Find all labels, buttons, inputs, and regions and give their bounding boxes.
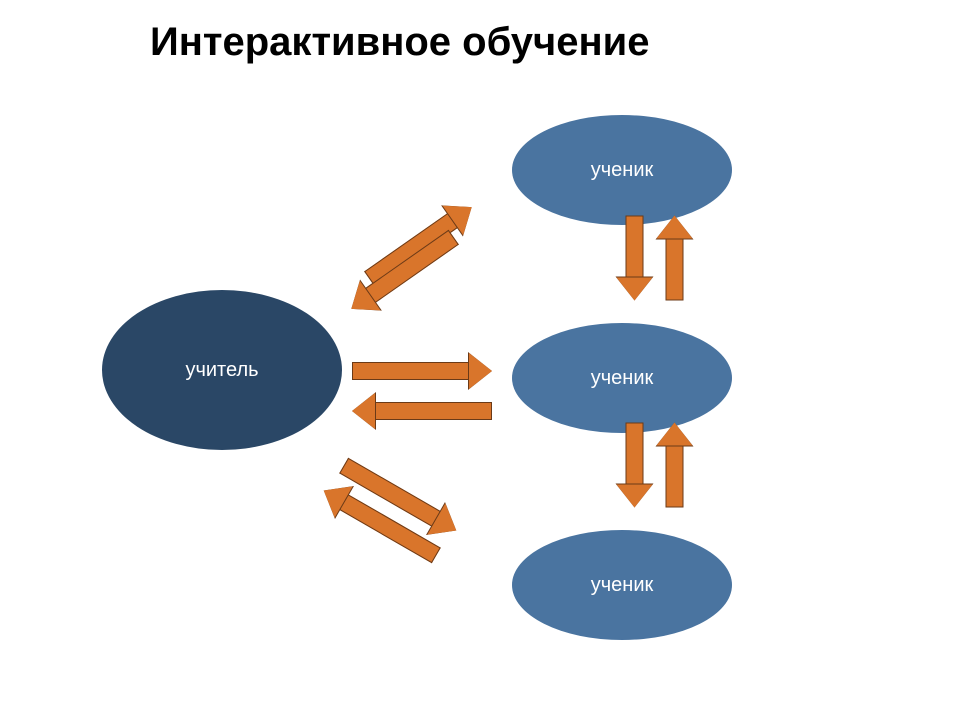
node-label: ученик xyxy=(591,574,654,597)
node-teacher: учитель xyxy=(102,290,342,450)
node-student3: ученик xyxy=(512,530,732,640)
arrow-head-icon xyxy=(657,423,693,446)
arrow-shaft xyxy=(375,402,492,420)
arrow-shaft xyxy=(626,216,644,278)
node-label: учитель xyxy=(185,359,258,382)
arrow-t-s2-b xyxy=(352,393,492,429)
node-label: ученик xyxy=(591,367,654,390)
arrow-shaft xyxy=(626,423,644,485)
arrow-head-icon xyxy=(617,484,653,507)
node-student2: ученик xyxy=(512,323,732,433)
arrow-s1-s2-b xyxy=(657,216,693,301)
node-student1: ученик xyxy=(512,115,732,225)
node-label: ученик xyxy=(591,159,654,182)
arrow-head-icon xyxy=(469,353,492,389)
arrow-head-icon xyxy=(352,393,375,429)
arrow-head-icon xyxy=(657,216,693,239)
arrow-shaft xyxy=(666,446,684,508)
diagram-canvas: Интерактивное обучение учитель ученик учен… xyxy=(0,0,960,720)
arrow-s2-s3-b xyxy=(657,423,693,508)
arrow-s2-s3-a xyxy=(617,423,653,508)
arrow-shaft xyxy=(352,362,469,380)
arrow-t-s2-a xyxy=(352,353,492,389)
arrow-s1-s2-a xyxy=(617,216,653,301)
arrow-shaft xyxy=(666,239,684,301)
diagram-title: Интерактивное обучение xyxy=(150,20,650,65)
arrow-head-icon xyxy=(617,277,653,300)
